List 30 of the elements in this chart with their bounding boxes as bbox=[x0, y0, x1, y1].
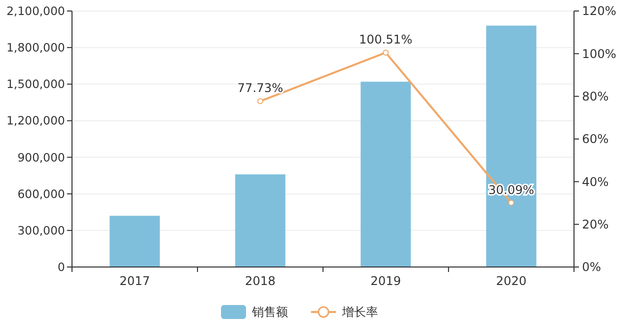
y2-tick-label: 0% bbox=[582, 260, 602, 274]
y2-tick-label: 20% bbox=[582, 218, 609, 232]
x-tick-label: 2020 bbox=[496, 274, 527, 288]
bar bbox=[486, 26, 536, 267]
y-tick-label: 600,000 bbox=[17, 186, 65, 201]
y-tick-label: 0 bbox=[58, 260, 65, 274]
point bbox=[257, 98, 264, 104]
point bbox=[382, 50, 389, 56]
x-tick-label: 2017 bbox=[119, 274, 150, 288]
data-label: 77.73% bbox=[237, 81, 284, 96]
y-tick-label: 1,200,000 bbox=[6, 114, 65, 128]
data-label: 100.51% bbox=[359, 32, 412, 47]
point bbox=[508, 200, 514, 206]
y-tick-label: 1,800,000 bbox=[6, 40, 65, 55]
x-tick-label: 2019 bbox=[370, 274, 402, 288]
bar bbox=[110, 216, 160, 267]
legend-label: 增长率 bbox=[341, 305, 378, 320]
y-tick-label: 900,000 bbox=[17, 150, 65, 164]
y2-tick-label: 40% bbox=[582, 174, 609, 189]
y2-tick-label: 100% bbox=[582, 46, 616, 61]
y2-tick-label: 80% bbox=[582, 90, 609, 104]
y-tick-label: 2,100,000 bbox=[6, 4, 65, 18]
bar bbox=[360, 82, 411, 267]
bar bbox=[235, 174, 286, 267]
y2-tick-label: 60% bbox=[582, 132, 609, 146]
y-tick-label: 300,000 bbox=[17, 223, 65, 238]
x-tick-label: 2018 bbox=[244, 274, 276, 288]
y-tick-label: 1,500,000 bbox=[6, 77, 65, 92]
legend-label: 销售额 bbox=[251, 305, 288, 320]
y2-tick-label: 120% bbox=[582, 4, 616, 18]
